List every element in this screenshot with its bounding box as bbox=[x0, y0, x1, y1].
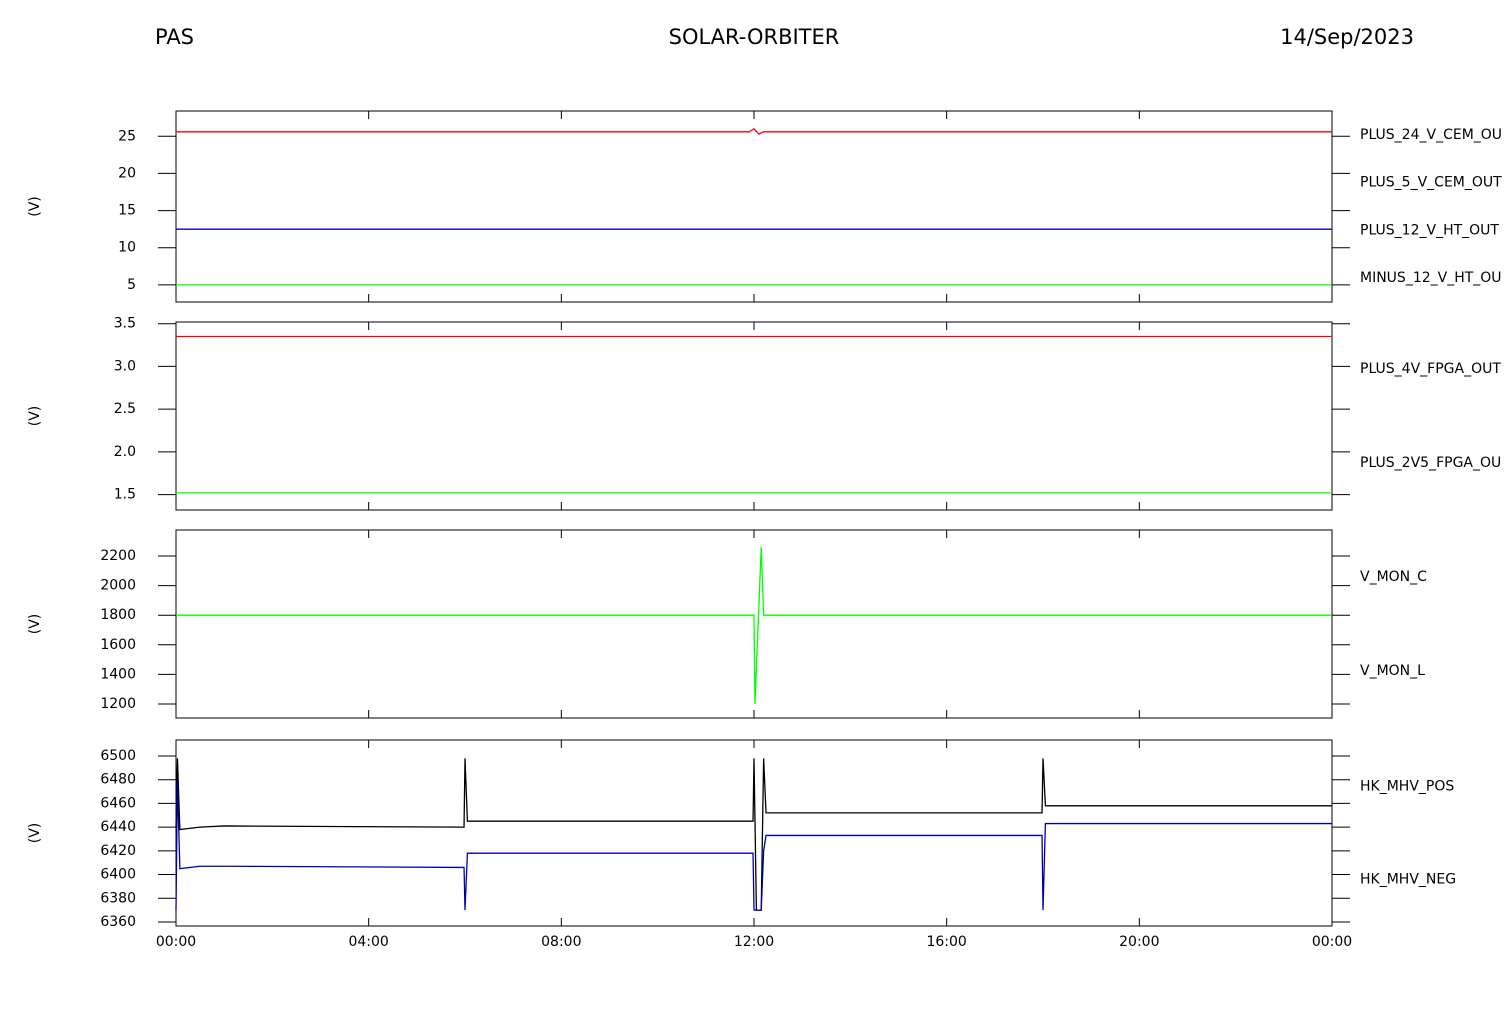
y-tick-label: 6440 bbox=[100, 819, 136, 835]
series-line bbox=[176, 128, 1332, 135]
header-left: PAS bbox=[155, 25, 194, 49]
y-tick-label: 1600 bbox=[100, 637, 136, 653]
y-axis-label: (V) bbox=[27, 614, 43, 635]
legend-entry: PLUS_24_V_CEM_OU bbox=[1360, 127, 1502, 143]
y-tick-label: 6380 bbox=[100, 890, 136, 906]
y-tick-label: 5 bbox=[127, 277, 136, 293]
y-tick-label: 1800 bbox=[100, 607, 136, 623]
y-tick-label: 6500 bbox=[100, 748, 136, 764]
y-tick-label: 2.5 bbox=[114, 401, 136, 417]
y-axis-label: (V) bbox=[27, 196, 43, 217]
plot-frame bbox=[175, 321, 1333, 511]
header-title: SOLAR-ORBITER bbox=[669, 25, 840, 49]
y-tick-label: 3.5 bbox=[114, 316, 136, 332]
y-tick-label: 2.0 bbox=[114, 444, 136, 460]
y-tick-label: 6360 bbox=[100, 914, 136, 930]
plot-frame bbox=[175, 110, 1333, 303]
y-tick-label: 6480 bbox=[100, 772, 136, 788]
y-tick-label: 1200 bbox=[100, 696, 136, 712]
series-line bbox=[175, 779, 1332, 911]
y-tick-label: 2200 bbox=[100, 548, 136, 564]
y-tick-label: 1400 bbox=[100, 666, 136, 682]
y-tick-label: 15 bbox=[118, 203, 136, 219]
x-tick-label: 12:00 bbox=[734, 934, 774, 950]
legend-entry: PLUS_2V5_FPGA_OU bbox=[1360, 455, 1501, 471]
x-tick-label: 20:00 bbox=[1119, 934, 1159, 950]
y-tick-label: 6400 bbox=[100, 867, 136, 883]
legend-entry: PLUS_4V_FPGA_OUT bbox=[1360, 361, 1501, 377]
legend-entry: V_MON_L bbox=[1360, 663, 1425, 679]
y-tick-label: 2000 bbox=[100, 578, 136, 594]
series-line bbox=[175, 758, 1332, 911]
legend-entry: PLUS_12_V_HT_OUT bbox=[1360, 222, 1499, 238]
x-tick-label: 00:00 bbox=[156, 934, 196, 950]
x-tick-label: 08:00 bbox=[541, 934, 581, 950]
series-line bbox=[176, 547, 1332, 704]
x-tick-label: 16:00 bbox=[926, 934, 966, 950]
y-tick-label: 6420 bbox=[100, 843, 136, 859]
legend-entry: HK_MHV_NEG bbox=[1360, 872, 1456, 888]
x-tick-label: 00:00 bbox=[1312, 934, 1352, 950]
y-tick-label: 6460 bbox=[100, 795, 136, 811]
y-tick-label: 1.5 bbox=[114, 487, 136, 503]
legend-entry: HK_MHV_POS bbox=[1360, 779, 1454, 795]
legend-entry: MINUS_12_V_HT_OU bbox=[1360, 270, 1502, 286]
y-tick-label: 10 bbox=[118, 240, 136, 256]
y-axis-label: (V) bbox=[27, 823, 43, 844]
header-date: 14/Sep/2023 bbox=[1280, 25, 1414, 49]
legend-entry: V_MON_C bbox=[1360, 569, 1427, 585]
x-tick-label: 04:00 bbox=[348, 934, 388, 950]
y-tick-label: 20 bbox=[118, 165, 136, 181]
legend-entry: PLUS_5_V_CEM_OUT bbox=[1360, 175, 1502, 191]
y-axis-label: (V) bbox=[27, 406, 43, 427]
y-tick-label: 3.0 bbox=[114, 358, 136, 374]
y-tick-label: 25 bbox=[118, 128, 136, 144]
